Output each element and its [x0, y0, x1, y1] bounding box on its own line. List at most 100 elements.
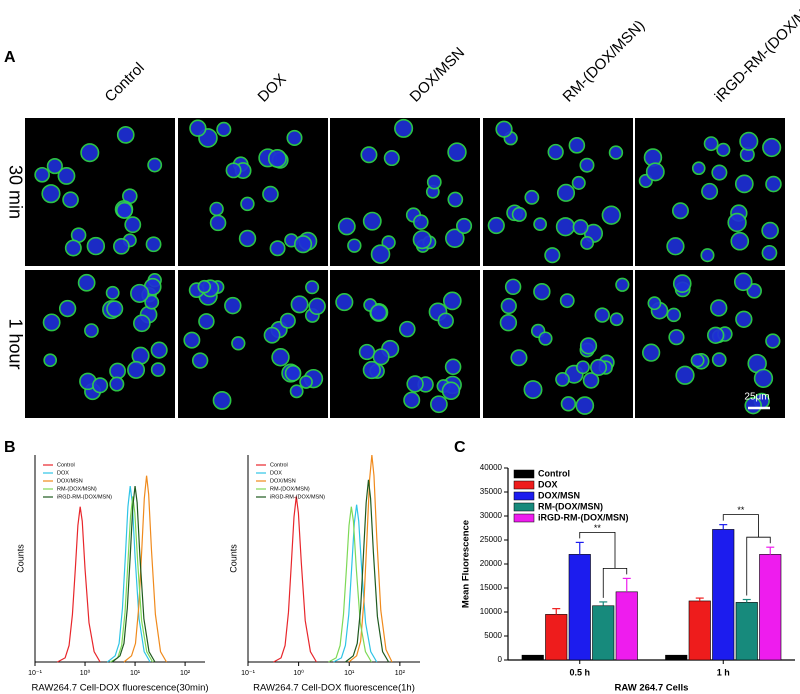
legend-label: iRGD-RM-(DOX/MSN) [270, 494, 325, 500]
cell [609, 312, 624, 327]
cell [383, 150, 400, 167]
cell [753, 368, 774, 389]
x-tick-label: 10² [395, 670, 406, 677]
bar [545, 614, 568, 661]
cell [544, 247, 561, 264]
histogram-curve [273, 496, 317, 663]
y-tick-label: 20000 [480, 559, 503, 568]
cell [109, 362, 126, 380]
cell [703, 136, 719, 152]
cell [116, 126, 135, 144]
histogram-curve [328, 506, 372, 663]
x-axis-label: RAW264.7 Cell-DOX fluorescence(30min) [31, 683, 208, 694]
cell [124, 216, 142, 234]
bar [735, 602, 758, 661]
cell [406, 375, 424, 393]
cell [80, 143, 100, 163]
cell [372, 348, 390, 366]
cell [147, 157, 163, 173]
cell [263, 326, 281, 344]
histogram-curve [57, 506, 101, 663]
micrograph [330, 118, 480, 266]
micrograph [635, 118, 785, 266]
cell [394, 118, 414, 138]
cell [555, 217, 576, 237]
cell [271, 348, 290, 367]
cell [675, 365, 695, 385]
cell [57, 166, 76, 185]
cell [594, 307, 610, 323]
cell [700, 248, 715, 263]
cell [370, 303, 388, 322]
legend-label: RM-(DOX/MSN) [538, 501, 603, 511]
x-tick-label: 10⁻¹ [28, 670, 42, 677]
cell [308, 297, 326, 316]
cell [58, 299, 77, 318]
cell [499, 313, 518, 332]
legend-swatch [513, 480, 535, 490]
legend-label: DOX/MSN [57, 478, 83, 484]
cell [701, 182, 719, 200]
scale-bar-label: 25μm [744, 392, 769, 403]
cell [523, 380, 543, 400]
significance-label: ** [737, 505, 745, 515]
x-tick-label: 10⁻¹ [241, 670, 255, 677]
error-bar [622, 577, 631, 592]
cell [524, 189, 540, 205]
y-tick-label: 15000 [480, 583, 503, 592]
cell [290, 295, 309, 314]
cell [601, 205, 621, 225]
error-bar [575, 541, 584, 555]
cell [412, 214, 429, 230]
cell [335, 293, 354, 312]
cell [733, 272, 753, 292]
x-tick-label: 10² [180, 670, 191, 677]
cell [286, 129, 303, 146]
row-label: 1 hour [5, 318, 25, 369]
cell [360, 146, 378, 164]
cell [269, 240, 286, 257]
cell [582, 372, 600, 389]
cell [62, 191, 79, 209]
cell [240, 196, 255, 212]
histogram-curve [345, 479, 390, 663]
cell [510, 349, 528, 367]
cell [444, 358, 462, 376]
cell [445, 228, 465, 249]
significance-label: ** [594, 523, 602, 533]
cell [216, 121, 232, 137]
cell [589, 358, 608, 376]
cell [150, 362, 166, 377]
cell [762, 137, 782, 158]
cell [34, 166, 50, 183]
x-tick-label: 10⁰ [293, 669, 304, 677]
cell [127, 360, 146, 379]
cell [666, 237, 685, 256]
cell [447, 142, 467, 162]
cell [739, 131, 759, 151]
cell [191, 352, 209, 369]
cell [106, 300, 124, 318]
x-axis-label: RAW 264.7 Cells [615, 683, 689, 694]
cell [547, 143, 564, 161]
cell [284, 364, 302, 382]
cell [86, 236, 106, 256]
cell [765, 175, 782, 193]
cell [197, 279, 212, 294]
cell [113, 237, 130, 255]
y-tick-label: 5000 [484, 631, 502, 640]
bar [665, 654, 688, 661]
legend-swatch [513, 502, 535, 512]
cell [150, 341, 168, 359]
cell [668, 329, 685, 346]
x-tick-label: 1 h [717, 667, 730, 677]
cell [504, 278, 522, 296]
legend-label: Control [270, 462, 288, 468]
image-frame [483, 270, 633, 418]
cell [690, 353, 705, 368]
cell [556, 183, 576, 202]
cell [130, 283, 150, 303]
cell [398, 320, 416, 338]
legend-label: DOX [57, 470, 69, 476]
cell [42, 313, 61, 332]
